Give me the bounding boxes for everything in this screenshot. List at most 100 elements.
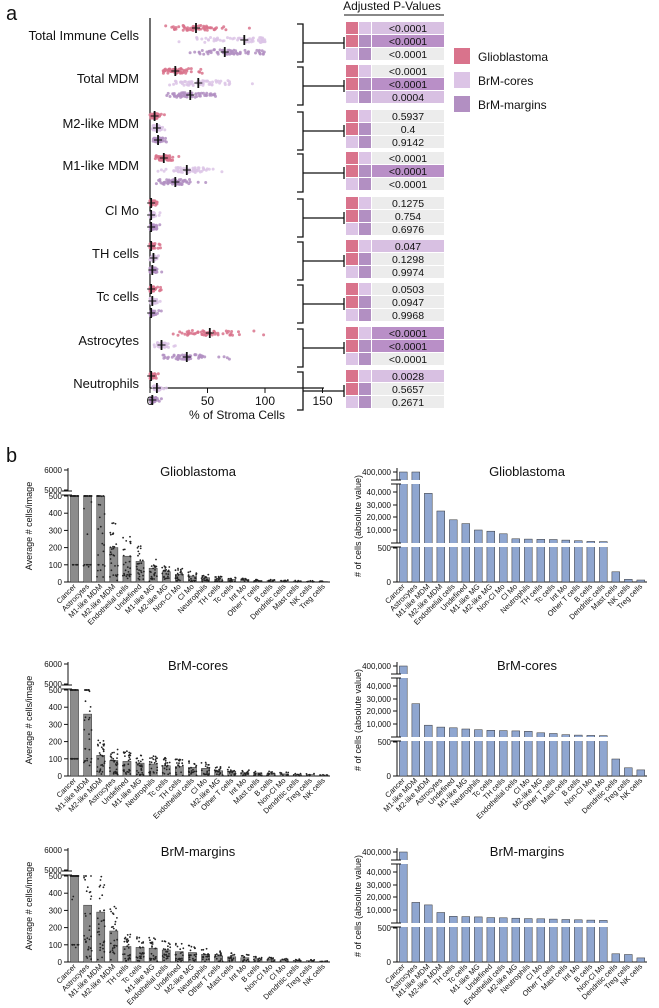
pt-0-19-3 <box>320 580 322 583</box>
pt-0-2-14 <box>103 513 106 515</box>
pt-2-4-12 <box>122 764 124 767</box>
pt-0-15-9 <box>269 578 272 581</box>
bar-5-1 <box>411 902 420 963</box>
pt-0-4-16 <box>128 573 131 576</box>
pt-0-3-14 <box>112 545 114 548</box>
pt-4-2-27 <box>103 909 105 912</box>
ytick-label-4-3: 400 <box>49 889 63 898</box>
pt-2-6-19 <box>154 758 157 761</box>
ytick-label-5-0: 400,000 <box>362 848 391 857</box>
pt-2-2-7 <box>102 740 105 742</box>
pt-0-10-10 <box>202 574 205 577</box>
dot-1-0 <box>163 69 167 73</box>
dot-0-2 <box>255 48 259 52</box>
pt-4-2-5 <box>103 925 106 928</box>
pt-4-4-7 <box>123 940 126 943</box>
pt-2-1-23 <box>83 761 85 764</box>
panel-b-charts: Glioblastoma Average # cells/image 6000 500… <box>24 464 649 1007</box>
pt-4-2-14 <box>99 879 102 881</box>
pt-4-1-18 <box>86 937 89 939</box>
dot-1-2 <box>165 94 169 97</box>
pt-4-1-25 <box>89 898 92 900</box>
pt-0-5-3 <box>141 559 144 562</box>
pt-4-13-11 <box>246 958 249 961</box>
pt-4-5-7 <box>138 940 140 943</box>
dot-0-0 <box>220 26 224 30</box>
panel-a-rows: Total Immune Cells Total MDM M2-like MDM M1… <box>28 23 345 411</box>
pt-2-17-0 <box>299 772 302 775</box>
pt-4-5-2 <box>136 937 138 940</box>
dot-7-0 <box>190 329 194 332</box>
pt-0-17-7 <box>294 579 297 582</box>
dot-0-2 <box>254 51 257 55</box>
bar-3-6 <box>474 729 483 777</box>
dot-0-2 <box>209 51 213 55</box>
bar-1-15 <box>586 541 595 583</box>
pt-2-1-13 <box>87 718 90 721</box>
pt-2-15-9 <box>268 770 270 773</box>
chart-title-3: BrM-cores <box>497 658 557 673</box>
pv-cell-5-1 <box>372 253 444 265</box>
pt-2-8-6 <box>175 767 178 769</box>
ytick-label-2-7: 0 <box>58 772 63 781</box>
pt-0-7-1 <box>167 575 169 578</box>
pt-4-3-10 <box>115 929 118 931</box>
pt-0-18-3 <box>307 580 310 583</box>
dot-7-0 <box>212 329 216 333</box>
dot-0-0 <box>203 28 207 32</box>
pt-4-2-26 <box>98 933 101 936</box>
pv-swatch-a-6-2 <box>346 309 358 321</box>
pt-4-4-8 <box>123 937 126 940</box>
bar-5-19 <box>636 957 645 963</box>
dot-8-0 <box>151 376 155 380</box>
pt-2-14-12 <box>260 772 262 774</box>
pt-2-7-4 <box>169 772 171 775</box>
pt-0-4-5 <box>122 574 124 577</box>
pt-4-1-27 <box>89 947 92 950</box>
pt-4-9-20 <box>193 954 196 956</box>
pt-2-7-21 <box>165 768 168 771</box>
ytick-label-5-1: 40,000 <box>367 868 392 877</box>
pt-2-1-28 <box>84 747 86 750</box>
pt-4-3-25 <box>112 927 115 930</box>
pt-0-3-10 <box>111 522 114 525</box>
pt-4-7-0 <box>162 948 165 950</box>
pt-2-5-2 <box>136 770 138 772</box>
pv-text-6-0: 0.0503 <box>392 284 424 296</box>
pt-4-11-13 <box>215 957 218 960</box>
pt-0-3-5 <box>114 565 116 567</box>
pv-text-1-0: <0.0001 <box>389 66 427 78</box>
pt-4-3-18 <box>113 952 116 955</box>
ytick-label-4-7: 0 <box>58 958 63 967</box>
pt-0-1-32 <box>86 495 89 497</box>
dot-3-2 <box>204 181 208 184</box>
pt-2-3-29 <box>115 771 118 774</box>
pv-cell-7-0 <box>372 327 444 339</box>
pt-2-6-8 <box>152 755 155 758</box>
pt-4-6-9 <box>148 936 151 939</box>
dot-1-1 <box>228 80 231 84</box>
dot-0-2 <box>243 48 247 52</box>
pt-0-14-11 <box>255 580 257 583</box>
pt-4-1-24 <box>90 935 92 938</box>
ytick-label-4-5: 200 <box>49 924 63 933</box>
pt-0-9-1 <box>188 579 191 581</box>
dot-0-0 <box>181 28 185 32</box>
dot-7-0 <box>216 333 220 337</box>
pt-4-3-24 <box>112 913 115 915</box>
dot-6-2 <box>157 309 161 313</box>
pt-2-4-3 <box>127 763 130 766</box>
pt-2-17-4 <box>295 774 297 777</box>
pt-4-12-15 <box>233 953 236 956</box>
dot-7-2 <box>166 355 170 359</box>
bar-5-17 <box>611 953 620 963</box>
pv-swatch-b-5-0 <box>359 240 371 252</box>
a-xtick-label-1: 50 <box>201 394 215 408</box>
pt-4-0-23 <box>73 943 76 946</box>
pt-4-3-26 <box>112 951 114 954</box>
pv-swatch-b-0-1 <box>359 35 371 47</box>
pt-2-6-13 <box>149 757 151 759</box>
bar-1-7 <box>486 530 495 583</box>
dot-7-0 <box>237 330 240 334</box>
pt-0-3-8 <box>110 548 113 550</box>
